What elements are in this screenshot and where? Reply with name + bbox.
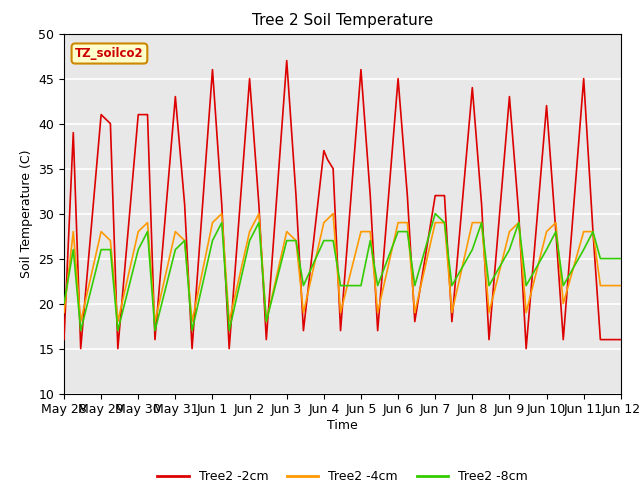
- Text: TZ_soilco2: TZ_soilco2: [75, 47, 144, 60]
- X-axis label: Time: Time: [327, 419, 358, 432]
- Title: Tree 2 Soil Temperature: Tree 2 Soil Temperature: [252, 13, 433, 28]
- Y-axis label: Soil Temperature (C): Soil Temperature (C): [20, 149, 33, 278]
- Legend: Tree2 -2cm, Tree2 -4cm, Tree2 -8cm: Tree2 -2cm, Tree2 -4cm, Tree2 -8cm: [152, 465, 532, 480]
